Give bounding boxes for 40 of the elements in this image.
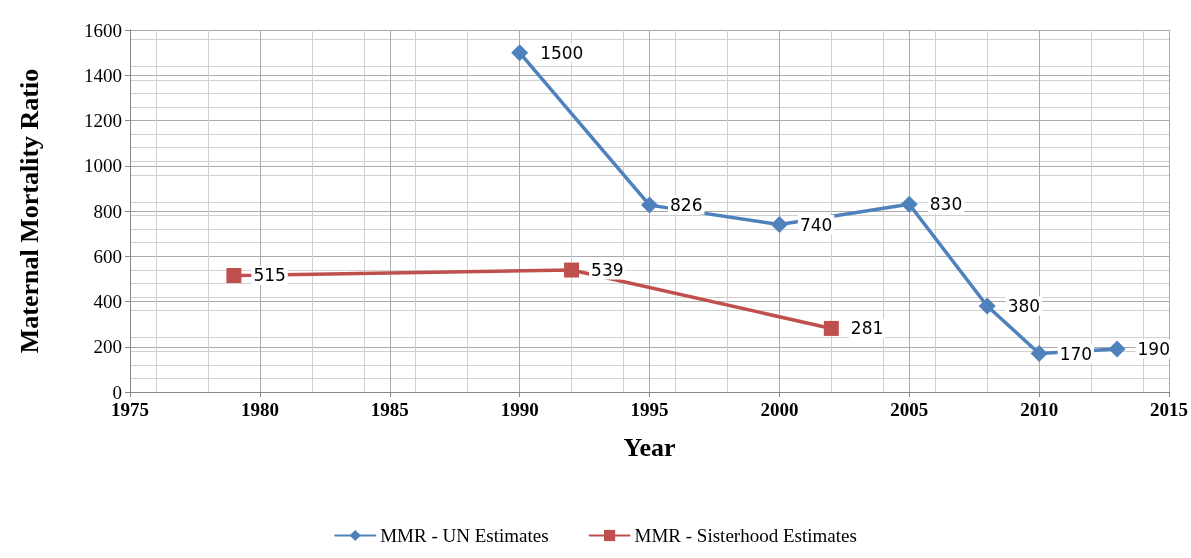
data-label: 170 <box>1059 343 1093 364</box>
point <box>511 44 529 62</box>
point <box>900 195 918 213</box>
point <box>1108 340 1126 358</box>
data-label: 826 <box>670 195 703 216</box>
y-tick-label: 600 <box>93 245 122 267</box>
point <box>823 320 839 336</box>
x-axis-title: Year <box>623 432 676 462</box>
data-label: 380 <box>1007 296 1041 317</box>
legend-label: MMR - Sisterhood Estimates <box>634 525 857 546</box>
data-label: 539 <box>591 260 624 281</box>
point <box>226 267 242 283</box>
data-label: 1500 <box>540 42 584 63</box>
data-label: 190 <box>1137 339 1170 360</box>
x-tick-label: 2015 <box>1150 399 1188 420</box>
legend-label: MMR - UN Estimates <box>380 525 549 546</box>
y-tick-label: 1600 <box>84 19 122 41</box>
x-tick-label: 2000 <box>760 399 799 420</box>
y-tick-label: 1000 <box>84 155 122 177</box>
y-axis-title: Maternal Mortality Ratio <box>14 68 44 354</box>
point <box>1030 345 1048 363</box>
x-tick-label: 1995 <box>630 399 669 420</box>
y-tick-label: 800 <box>93 200 122 222</box>
point <box>978 297 996 315</box>
y-tick-label: 1200 <box>84 110 122 131</box>
y-tick-label: 400 <box>93 291 122 312</box>
data-label: 515 <box>253 265 286 286</box>
y-tick-label: 200 <box>93 336 122 358</box>
x-tick-label: 1985 <box>370 399 409 420</box>
point <box>641 196 658 214</box>
data-label: 740 <box>799 214 833 235</box>
x-tick-label: 2005 <box>890 399 929 420</box>
point <box>564 262 580 278</box>
x-tick-label: 1990 <box>500 399 539 420</box>
x-tick-label: 1980 <box>240 399 279 420</box>
x-tick-label: 2010 <box>1020 399 1059 420</box>
y-tick-label: 1400 <box>84 64 122 86</box>
data-label: 281 <box>850 318 884 339</box>
data-label: 830 <box>929 194 963 215</box>
point <box>770 216 788 234</box>
